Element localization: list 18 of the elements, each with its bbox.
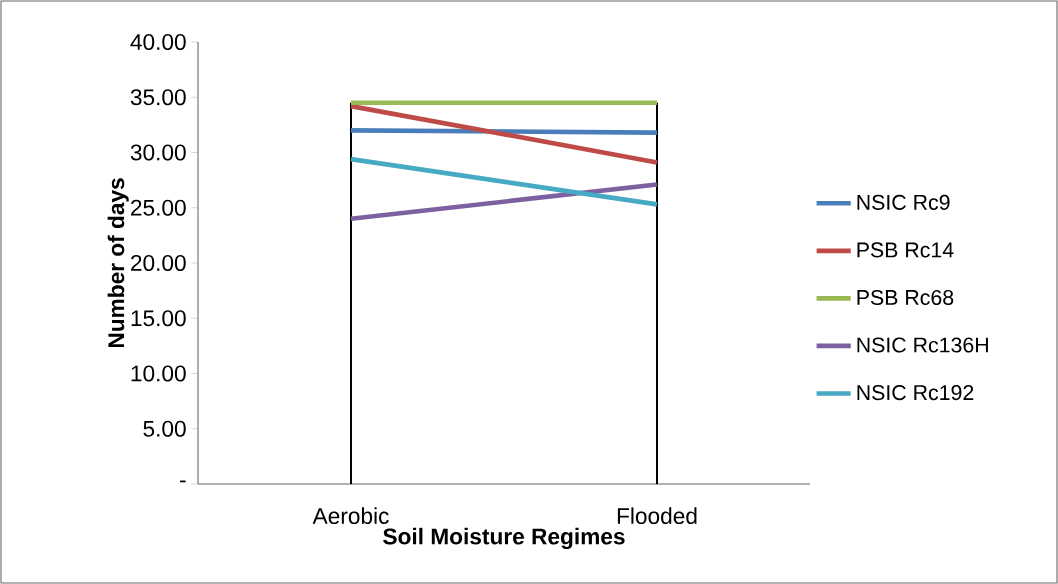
legend-label: NSIC Rc136H — [857, 337, 988, 353]
y-tick-label: 30.00 — [130, 144, 186, 161]
y-tick-label: 20.00 — [131, 254, 186, 272]
y-tick-label: 35.00 — [130, 89, 186, 106]
y-tick-label: 40.00 — [130, 33, 186, 51]
y-tick-label: 25.00 — [131, 199, 186, 216]
y-axis-title: Number of days — [107, 178, 129, 348]
legend-label: PSB Rc68 — [857, 289, 954, 306]
legend-label: NSIC Rc9 — [857, 194, 950, 210]
y-tick-label: 15.00 — [131, 310, 186, 327]
y-tick-label: 5.00 — [143, 420, 186, 437]
x-tick-label: Aerobic — [312, 507, 389, 525]
y-tick-label: - — [180, 480, 186, 483]
y-tick-label: 10.00 — [131, 365, 186, 382]
legend-label: NSIC Rc192 — [857, 385, 974, 401]
x-tick-label: Flooded — [617, 507, 697, 525]
legend-label: PSB Rc14 — [857, 242, 954, 258]
x-axis-title: Soil Moisture Regimes — [383, 527, 625, 550]
